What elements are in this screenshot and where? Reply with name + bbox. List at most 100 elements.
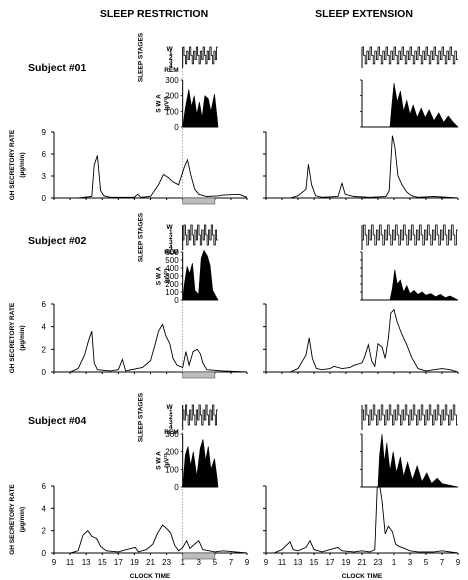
gh-y-tick-label: 2	[42, 527, 47, 536]
swa-y-tick-label: 400	[165, 264, 179, 273]
subject-panel-3: Subject #04 GH SECRETORY RATE (µg/min) 0 2 4 6…	[9, 392, 461, 567]
stage-tick-label: 3	[169, 239, 173, 246]
x-tick-label: 9	[245, 558, 250, 567]
sleep-period-bar	[182, 552, 216, 560]
x-tick-label: 1	[392, 558, 397, 567]
gh-y-tick-label: 2	[42, 345, 47, 354]
swa-axis-unit: (µV²)	[164, 269, 171, 284]
stage-tick-label: W	[167, 224, 174, 231]
gh-axis-unit: (µg/min)	[19, 152, 26, 177]
swa-y-tick-label: 0	[174, 123, 179, 132]
extension-column	[263, 224, 459, 374]
stage-tick-label: 1	[169, 229, 173, 236]
x-tick-label: 9	[456, 558, 461, 567]
stages-axis-title: SLEEP STAGES	[138, 32, 145, 82]
x-tick-label: 15	[98, 558, 107, 567]
gh-y-tick-label: 0	[42, 549, 47, 558]
x-tick-label: 9	[52, 558, 57, 567]
x-tick-label: 17	[114, 558, 123, 567]
subject-label: Subject #04	[28, 415, 87, 427]
x-tick-label: 21	[146, 558, 155, 567]
gh-axis-unit: (µg/min)	[19, 325, 26, 350]
hypnogram-line	[182, 404, 218, 426]
hypnogram-line	[361, 224, 458, 246]
swa-y-tick-label: 200	[165, 448, 179, 457]
swa-y-tick-label: 100	[165, 107, 179, 116]
swa-y-tick-label: 200	[165, 92, 179, 101]
sleep-period-bar	[182, 197, 216, 205]
swa-y-tick-label: 500	[165, 256, 179, 265]
swa-y-tick-label: 200	[165, 280, 179, 289]
stage-tick-label: 2	[169, 414, 173, 421]
sleep-period-bar	[182, 371, 216, 379]
swa-axis-unit: (µV²)	[164, 453, 171, 468]
x-tick-label: 23	[162, 558, 171, 567]
x-tick-label: 23	[374, 558, 383, 567]
swa-y-tick-label: 100	[165, 465, 179, 474]
stage-tick-label: 2	[169, 234, 173, 241]
stage-tick-label: 3	[169, 419, 173, 426]
hypnogram-line	[182, 46, 218, 65]
swa-y-tick-label: 300	[165, 430, 179, 439]
gh-y-tick-label: 9	[42, 128, 47, 137]
swa-y-tick-label: 300	[165, 272, 179, 281]
stage-tick-label: 4	[169, 63, 173, 70]
gh-y-tick-label: 3	[42, 172, 47, 181]
x-tick-label: 5	[213, 558, 218, 567]
header-sleep-restriction: SLEEP RESTRICTION	[100, 8, 208, 20]
x-tick-label: 3	[408, 558, 413, 567]
stage-tick-label: 4	[169, 424, 173, 431]
x-tick-label: 13	[82, 558, 91, 567]
stage-tick-label: W	[167, 404, 174, 411]
gh-y-tick-label: 6	[42, 150, 47, 159]
stage-tick-label: 1	[169, 409, 173, 416]
stage-tick-label: REM	[164, 67, 178, 74]
x-tick-label: 11	[278, 558, 287, 567]
x-tick-label: 7	[440, 558, 445, 567]
swa-series-area	[182, 439, 219, 488]
stage-tick-label: 3	[169, 59, 173, 66]
x-tick-label: 7	[229, 558, 234, 567]
x-tick-label: 15	[310, 558, 319, 567]
swa-series-area	[389, 83, 459, 128]
x-tick-label: 1	[180, 558, 185, 567]
gh-y-tick-label: 4	[42, 323, 47, 332]
hypnogram-line	[361, 404, 458, 426]
swa-y-tick-label: 0	[174, 296, 179, 305]
x-tick-label: 19	[342, 558, 351, 567]
x-tick-label: 13	[294, 558, 303, 567]
gh-y-tick-label: 6	[42, 300, 47, 309]
extension-column: 9 11 13 15 17 19 21 23 1 3 5 7 9	[263, 404, 461, 567]
x-tick-label: 9	[264, 558, 269, 567]
extension-column	[263, 46, 459, 200]
x-tick-label: 3	[197, 558, 202, 567]
x-axis-label-left: CLOCK TIME	[130, 573, 171, 580]
subject-label: Subject #02	[28, 235, 87, 247]
stage-tick-label: 2	[169, 54, 173, 61]
gh-y-tick-label: 4	[42, 504, 47, 513]
stages-axis-title: SLEEP STAGES	[138, 212, 145, 262]
gh-axis-title: GH SECRETORY RATE	[9, 484, 16, 555]
x-axis-label-right: CLOCK TIME	[342, 573, 383, 580]
swa-axis-title: S W A	[156, 94, 163, 113]
gh-series-line	[54, 524, 248, 554]
swa-axis-title: S W A	[156, 266, 163, 285]
stage-tick-label: REM	[164, 249, 178, 256]
gh-axis-title: GH SECRETORY RATE	[9, 302, 16, 373]
subject-label: Subject #01	[28, 62, 87, 74]
stage-tick-label: W	[167, 46, 174, 53]
x-tick-label: 19	[130, 558, 139, 567]
stages-axis-title: SLEEP STAGES	[138, 392, 145, 442]
gh-series-line	[54, 155, 248, 199]
stage-tick-label: REM	[164, 429, 178, 436]
gh-y-tick-label: 0	[42, 194, 47, 203]
swa-y-tick-label: 300	[165, 76, 179, 85]
swa-series-area	[182, 89, 219, 128]
x-tick-label: 5	[424, 558, 429, 567]
swa-y-tick-label: 0	[174, 483, 179, 492]
swa-axis-unit: (µV²)	[164, 96, 171, 111]
